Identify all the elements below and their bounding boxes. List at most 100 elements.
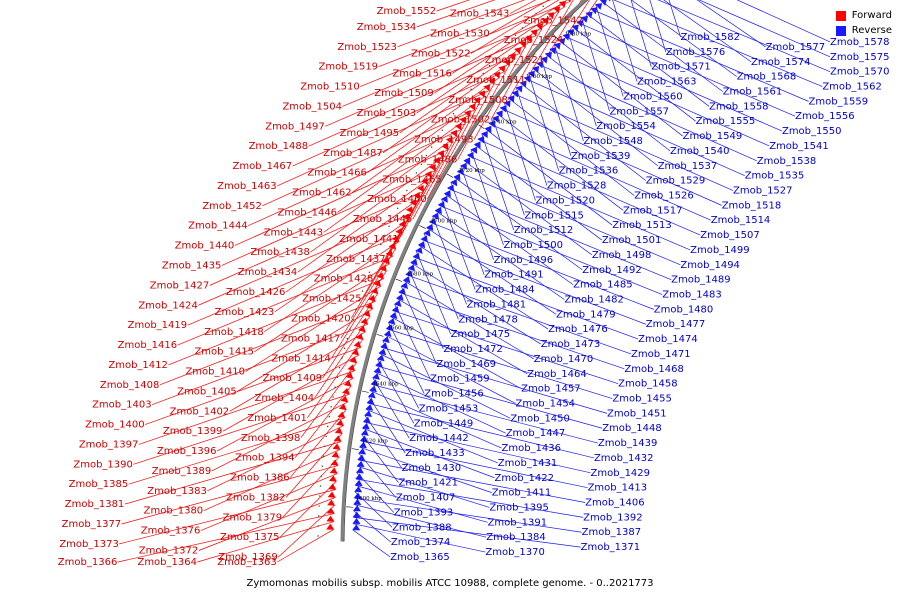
forward-gene-label[interactable]: Zmob_1380: [144, 506, 204, 517]
reverse-gene-label[interactable]: Zmob_1481: [467, 299, 527, 310]
reverse-gene-label[interactable]: Zmob_1479: [556, 309, 616, 320]
reverse-gene-label[interactable]: Zmob_1370: [485, 547, 545, 558]
forward-gene-label[interactable]: Zmob_1530: [430, 29, 490, 40]
reverse-gene-label[interactable]: Zmob_1563: [637, 77, 697, 88]
reverse-gene-label[interactable]: Zmob_1454: [516, 398, 576, 409]
reverse-gene-label[interactable]: Zmob_1528: [547, 181, 607, 192]
forward-gene-label[interactable]: Zmob_1524: [504, 35, 564, 46]
reverse-gene-label[interactable]: Zmob_1393: [394, 507, 454, 518]
reverse-gene-label[interactable]: Zmob_1407: [396, 493, 456, 504]
forward-gene-label[interactable]: Zmob_1508: [448, 95, 508, 106]
forward-gene-label[interactable]: Zmob_1405: [177, 386, 237, 397]
forward-gene-label[interactable]: Zmob_1463: [217, 181, 277, 192]
reverse-gene-label[interactable]: Zmob_1496: [494, 255, 554, 266]
forward-gene-label[interactable]: Zmob_1373: [59, 539, 119, 550]
reverse-gene-label[interactable]: Zmob_1527: [733, 186, 793, 197]
forward-gene-label[interactable]: Zmob_1440: [175, 241, 235, 252]
reverse-gene-label[interactable]: Zmob_1489: [671, 275, 731, 286]
reverse-gene-label[interactable]: Zmob_1480: [654, 304, 714, 315]
forward-gene-label[interactable]: Zmob_1389: [152, 466, 212, 477]
reverse-gene-label[interactable]: Zmob_1413: [588, 483, 648, 494]
forward-gene-label[interactable]: Zmob_1366: [58, 557, 118, 568]
forward-gene-label[interactable]: Zmob_1382: [226, 492, 286, 503]
forward-gene-label[interactable]: Zmob_1419: [128, 320, 188, 331]
reverse-gene-label[interactable]: Zmob_1430: [402, 463, 462, 474]
forward-gene-label[interactable]: Zmob_1438: [250, 247, 310, 258]
reverse-gene-label[interactable]: Zmob_1476: [548, 324, 608, 335]
forward-gene-label[interactable]: Zmob_1434: [238, 267, 298, 278]
reverse-gene-label[interactable]: Zmob_1498: [592, 250, 652, 261]
reverse-gene-label[interactable]: Zmob_1491: [484, 270, 544, 281]
forward-gene-label[interactable]: Zmob_1488: [249, 141, 309, 152]
forward-gene-label[interactable]: Zmob_1372: [139, 545, 199, 556]
reverse-gene-label[interactable]: Zmob_1494: [680, 260, 740, 271]
reverse-gene-label[interactable]: Zmob_1558: [709, 101, 769, 112]
forward-gene-label[interactable]: Zmob_1523: [337, 42, 397, 53]
forward-gene-label[interactable]: Zmob_1408: [100, 380, 160, 391]
forward-gene-label[interactable]: Zmob_1428: [314, 274, 374, 285]
reverse-gene-label[interactable]: Zmob_1514: [711, 215, 771, 226]
forward-gene-label[interactable]: Zmob_1377: [62, 519, 122, 530]
reverse-gene-label[interactable]: Zmob_1518: [722, 200, 782, 211]
reverse-gene-label[interactable]: Zmob_1538: [757, 156, 817, 167]
reverse-gene-label[interactable]: Zmob_1457: [521, 384, 581, 395]
reverse-gene-label[interactable]: Zmob_1539: [571, 151, 631, 162]
forward-gene-label[interactable]: Zmob_1465: [382, 174, 442, 185]
forward-gene-label[interactable]: Zmob_1510: [300, 82, 360, 93]
forward-gene-label[interactable]: Zmob_1390: [73, 459, 133, 470]
forward-gene-label[interactable]: Zmob_1383: [147, 486, 207, 497]
reverse-gene-label[interactable]: Zmob_1517: [623, 205, 683, 216]
reverse-gene-label[interactable]: Zmob_1374: [391, 537, 451, 548]
forward-gene-label[interactable]: Zmob_1396: [157, 446, 217, 457]
forward-gene-label[interactable]: Zmob_1415: [194, 347, 254, 358]
forward-gene-label[interactable]: Zmob_1364: [137, 557, 197, 568]
reverse-gene-label[interactable]: Zmob_1453: [419, 403, 479, 414]
forward-gene-label[interactable]: Zmob_1425: [302, 294, 362, 305]
forward-gene-label[interactable]: Zmob_1423: [215, 307, 275, 318]
reverse-gene-label[interactable]: Zmob_1448: [602, 423, 662, 434]
reverse-gene-label[interactable]: Zmob_1549: [683, 131, 743, 142]
forward-gene-label[interactable]: Zmob_1487: [323, 148, 383, 159]
forward-gene-label[interactable]: Zmob_1446: [278, 207, 338, 218]
forward-gene-label[interactable]: Zmob_1379: [223, 512, 283, 523]
reverse-gene-label[interactable]: Zmob_1557: [610, 106, 670, 117]
forward-gene-label[interactable]: Zmob_1552: [377, 6, 437, 17]
forward-gene-label[interactable]: Zmob_1437: [326, 254, 386, 265]
reverse-gene-label[interactable]: Zmob_1555: [696, 116, 756, 127]
reverse-gene-label[interactable]: Zmob_1570: [830, 67, 890, 78]
reverse-gene-label[interactable]: Zmob_1556: [795, 111, 855, 122]
reverse-gene-label[interactable]: Zmob_1472: [443, 344, 503, 355]
reverse-gene-label[interactable]: Zmob_1561: [723, 86, 783, 97]
reverse-gene-label[interactable]: Zmob_1442: [409, 433, 469, 444]
reverse-gene-label[interactable]: Zmob_1451: [607, 408, 667, 419]
forward-gene-label[interactable]: Zmob_1519: [319, 62, 379, 73]
reverse-gene-label[interactable]: Zmob_1501: [602, 235, 662, 246]
forward-gene-label[interactable]: Zmob_1534: [357, 22, 417, 33]
reverse-gene-label[interactable]: Zmob_1458: [618, 379, 678, 390]
reverse-gene-label[interactable]: Zmob_1459: [430, 374, 490, 385]
reverse-gene-label[interactable]: Zmob_1432: [594, 453, 654, 464]
reverse-gene-label[interactable]: Zmob_1406: [585, 498, 645, 509]
forward-gene-label[interactable]: Zmob_1522: [411, 48, 471, 59]
forward-gene-label[interactable]: Zmob_1460: [367, 194, 427, 205]
reverse-gene-label[interactable]: Zmob_1574: [751, 57, 811, 68]
forward-gene-label[interactable]: Zmob_1511: [466, 75, 526, 86]
reverse-gene-label[interactable]: Zmob_1371: [581, 542, 641, 553]
reverse-gene-label[interactable]: Zmob_1484: [475, 285, 535, 296]
reverse-gene-label[interactable]: Zmob_1560: [623, 91, 683, 102]
forward-gene-label[interactable]: Zmob_1509: [374, 88, 434, 99]
forward-gene-label[interactable]: Zmob_1497: [265, 121, 325, 132]
forward-gene-label[interactable]: Zmob_1385: [69, 479, 129, 490]
reverse-gene-label[interactable]: Zmob_1455: [612, 394, 672, 405]
reverse-gene-label[interactable]: Zmob_1537: [658, 161, 718, 172]
reverse-gene-label[interactable]: Zmob_1499: [690, 245, 750, 256]
reverse-gene-label[interactable]: Zmob_1540: [670, 146, 730, 157]
reverse-gene-label[interactable]: Zmob_1483: [662, 290, 722, 301]
reverse-gene-label[interactable]: Zmob_1541: [769, 141, 829, 152]
reverse-gene-label[interactable]: Zmob_1500: [503, 240, 563, 251]
forward-gene-label[interactable]: Zmob_1504: [282, 101, 342, 112]
reverse-gene-label[interactable]: Zmob_1456: [424, 389, 484, 400]
forward-gene-label[interactable]: Zmob_1416: [118, 340, 178, 351]
forward-gene-label[interactable]: Zmob_1420: [291, 314, 351, 325]
forward-gene-label[interactable]: Zmob_1495: [340, 128, 400, 139]
